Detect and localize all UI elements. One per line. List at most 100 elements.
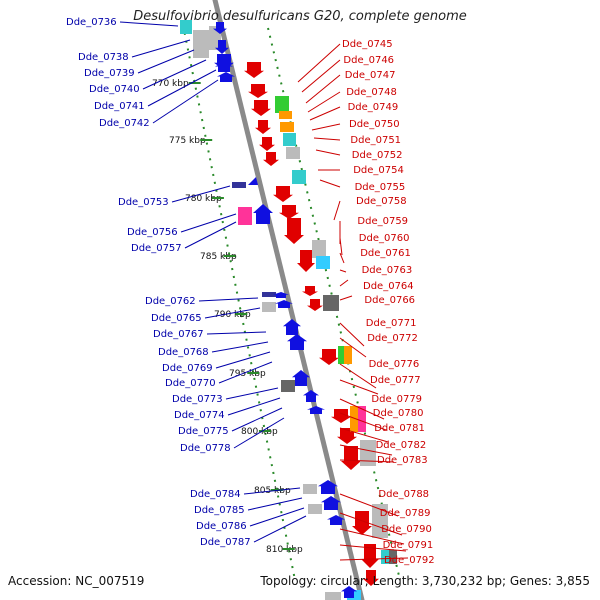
- plus-gene-label: Dde_0758: [356, 196, 407, 207]
- plus-gene-box: [360, 440, 376, 466]
- minus-gene-callout: [206, 331, 267, 335]
- minus-gene-callout: [218, 361, 273, 384]
- minus-gene-callout: [152, 79, 219, 124]
- plus-gene-box: [292, 170, 306, 184]
- minus-gene-callout: [131, 39, 191, 58]
- minus-gene-box: [180, 20, 192, 34]
- plus-gene-callout: [339, 279, 349, 287]
- map-title: Desulfovibrio desulfuricans G20, complet…: [133, 9, 467, 24]
- minus-gene-arrow: [292, 370, 310, 386]
- plus-gene-label: Dde_0763: [362, 265, 413, 276]
- minus-gene-label: Dde_0740: [89, 84, 140, 95]
- plus-gene-label: Dde_0771: [366, 318, 417, 329]
- plus-gene-label: Dde_0748: [346, 87, 397, 98]
- minus-gene-box: [193, 30, 209, 58]
- plus-gene-callout: [309, 106, 341, 121]
- minus-gene-arrow: [283, 319, 301, 335]
- plus-gene-box: [338, 346, 344, 364]
- plus-gene-callout: [339, 412, 387, 431]
- plus-gene-label: Dde_0780: [373, 408, 424, 419]
- plus-gene-label: Dde_0788: [378, 489, 429, 500]
- minus-gene-arrow: [273, 292, 289, 298]
- plus-gene-arrow: [284, 218, 304, 244]
- minus-gene-arrow: [253, 204, 273, 224]
- plus-gene-arrow: [352, 511, 372, 535]
- plus-gene-arrow: [361, 544, 379, 568]
- minus-gene-callout: [180, 213, 237, 233]
- plus-gene-label: Dde_0779: [371, 394, 422, 405]
- plus-gene-label: Dde_0754: [353, 165, 404, 176]
- minus-gene-label: Dde_0787: [200, 537, 251, 548]
- plus-gene-box: [275, 96, 289, 113]
- minus-gene-callout: [253, 515, 307, 543]
- plus-gene-callout: [301, 59, 341, 93]
- plus-gene-box: [372, 504, 388, 538]
- minus-gene-arrow: [318, 480, 338, 494]
- minus-gene-box: [262, 302, 276, 312]
- minus-gene-label: Dde_0736: [66, 17, 117, 28]
- plus-gene-callout: [339, 398, 385, 420]
- plus-gene-label: Dde_0751: [350, 135, 401, 146]
- minus-gene-callout: [198, 297, 259, 302]
- plus-gene-callout: [339, 379, 379, 395]
- plus-gene-callout: [333, 200, 341, 221]
- plus-gene-arrow: [259, 137, 275, 151]
- minus-gene-label: Dde_0739: [84, 68, 135, 79]
- plus-gene-callout: [339, 269, 347, 273]
- minus-gene-box: [232, 182, 246, 188]
- plus-gene-callout: [339, 528, 405, 545]
- plus-gene-label: Dde_0789: [380, 508, 431, 519]
- plus-gene-label: Dde_0782: [376, 440, 427, 451]
- plus-gene-arrow: [302, 286, 318, 296]
- minus-gene-box: [262, 292, 276, 297]
- plus-gene-box: [279, 111, 292, 119]
- minus-gene-callout: [119, 21, 179, 27]
- plus-gene-arrow: [363, 570, 379, 586]
- minus-gene-arrow: [217, 72, 235, 82]
- plus-gene-callout: [339, 237, 343, 256]
- plus-gene-callout: [339, 459, 395, 463]
- minus-gene-label: Dde_0741: [94, 101, 145, 112]
- topology-label: Topology: circular; Length: 3,730,232 bp…: [260, 574, 590, 588]
- scale-label: 775 kbp: [169, 136, 206, 146]
- plus-gene-callout: [313, 137, 341, 141]
- plus-gene-arrow: [307, 299, 323, 311]
- plus-gene-box: [389, 550, 397, 564]
- plus-gene-callout: [339, 557, 409, 561]
- minus-gene-box: [238, 207, 252, 225]
- plus-gene-arrow: [331, 409, 351, 423]
- plus-gene-arrow: [279, 205, 299, 219]
- minus-gene-callout: [204, 307, 261, 319]
- minus-gene-arrow: [327, 515, 345, 525]
- plus-gene-callout: [311, 123, 341, 131]
- plus-gene-arrow: [263, 152, 279, 166]
- minus-gene-label: Dde_0769: [162, 363, 213, 374]
- minus-gene-callout: [137, 49, 195, 74]
- plus-gene-arrow: [341, 446, 361, 470]
- plus-gene-callout: [339, 252, 345, 264]
- minus-gene-label: Dde_0774: [174, 410, 225, 421]
- minus-gene-label: Dde_0765: [151, 313, 202, 324]
- minus-gene-label: Dde_0762: [145, 296, 196, 307]
- scale-label: 770 kbp: [152, 79, 189, 89]
- minus-gene-callout: [231, 407, 283, 432]
- minus-gene-label: Dde_0775: [178, 426, 229, 437]
- plus-gene-arrow: [297, 250, 315, 272]
- plus-gene-arrow: [244, 62, 264, 78]
- minus-gene-label: Dde_0742: [99, 118, 150, 129]
- plus-gene-callout: [319, 179, 341, 188]
- minus-gene-callout: [142, 59, 207, 90]
- minus-gene-callout: [233, 417, 285, 449]
- minus-gene-label: Dde_0784: [190, 489, 241, 500]
- plus-gene-callout: [339, 363, 377, 389]
- plus-gene-label: Dde_0761: [360, 248, 411, 259]
- plus-gene-callout: [305, 74, 341, 104]
- plus-gene-label: Dde_0781: [374, 423, 425, 434]
- plus-gene-callout: [339, 337, 367, 358]
- plus-gene-arrow: [273, 186, 293, 202]
- minus-gene-box: [325, 592, 341, 600]
- minus-gene-label: Dde_0756: [127, 227, 178, 238]
- plus-gene-label: Dde_0776: [369, 359, 420, 370]
- minus-gene-label: Dde_0773: [172, 394, 223, 405]
- minus-gene-callout: [211, 341, 269, 353]
